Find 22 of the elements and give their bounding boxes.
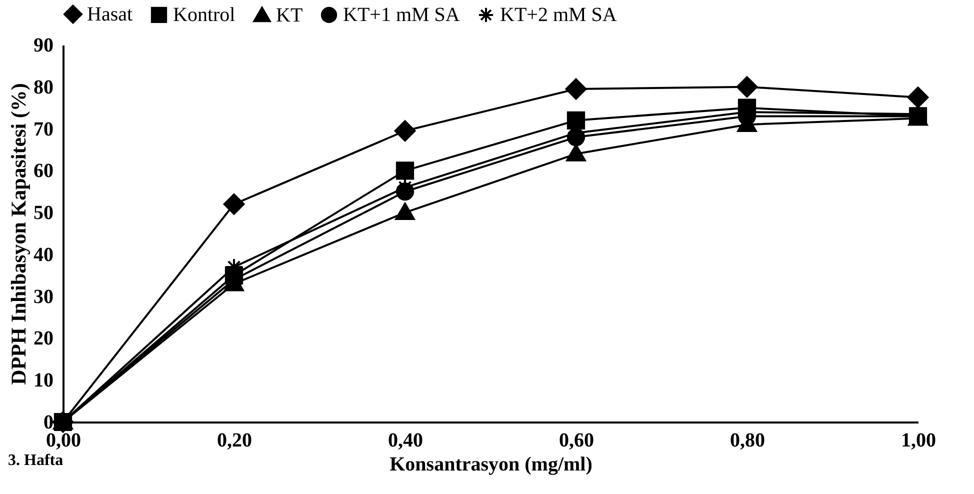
legend-label: Kontrol	[173, 4, 236, 26]
legend-label: KT+2 mM SA	[500, 4, 618, 26]
y-tick-label: 10	[34, 370, 54, 392]
legend-label: KT+1 mM SA	[343, 4, 460, 26]
text: 3. Hafta	[8, 452, 64, 469]
legend-label: KT	[276, 4, 303, 26]
x-tick-label: 0,40	[388, 430, 423, 452]
y-tick-label: 90	[34, 34, 54, 56]
x-axis-title: Konsantrasyon (mg/ml)	[390, 454, 592, 476]
y-axis-title: DPPH Inhibasyon Kapasitesi (%)	[6, 83, 30, 385]
x-tick-label: 0,60	[559, 430, 594, 452]
x-tick-label: 0,80	[730, 430, 765, 452]
legend-label: Hasat	[87, 3, 133, 26]
y-tick-label: 20	[34, 328, 54, 350]
y-tick-label: 70	[34, 118, 54, 140]
y-tick-label: 80	[34, 76, 54, 98]
x-tick-label: 0,20	[217, 430, 252, 452]
y-tick-label: 50	[34, 202, 54, 224]
y-tick-label: 40	[34, 244, 54, 266]
y-tick-label: 30	[34, 286, 54, 308]
y-tick-label: 60	[34, 160, 54, 182]
x-tick-label: 1,00	[901, 430, 936, 452]
